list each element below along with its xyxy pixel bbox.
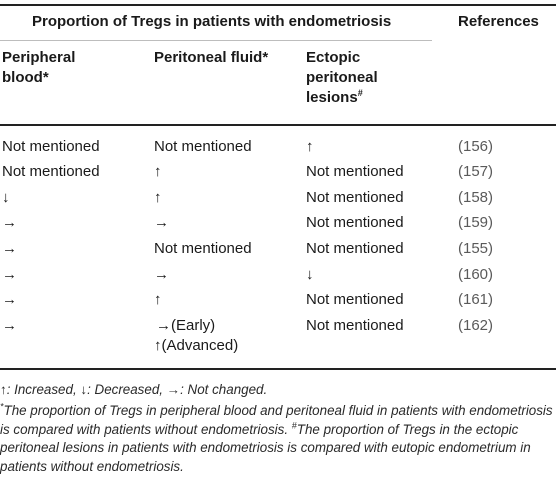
col-header-ectopic-mark: # bbox=[357, 88, 363, 98]
group-header: Proportion of Tregs in patients with end… bbox=[32, 13, 392, 30]
cell-blood: → bbox=[2, 240, 17, 257]
col-header-ectopic-line2: peritoneal bbox=[306, 69, 378, 86]
cell-lesions: Not mentioned bbox=[306, 240, 404, 257]
cell-fluid-line1: →(Early) bbox=[156, 317, 216, 334]
cell-fluid: ↑ bbox=[154, 163, 162, 180]
cell-fluid: ↑ bbox=[154, 291, 162, 308]
cell-blood: Not mentioned bbox=[2, 163, 100, 180]
footnote-body: *The proportion of Tregs in peripheral b… bbox=[0, 402, 556, 476]
cell-lesions: Not mentioned bbox=[306, 189, 404, 206]
cell-blood: Not mentioned bbox=[2, 138, 100, 155]
col-header-peripheral-line2: blood* bbox=[2, 69, 49, 86]
col-header-peritoneal-fluid: Peritoneal fluid* bbox=[154, 49, 269, 66]
cell-fluid: →(Early) ↑(Advanced) bbox=[154, 316, 238, 356]
footnote-legend: ↑: Increased, ↓: Decreased, →: Not chang… bbox=[0, 382, 268, 397]
cell-lesions: Not mentioned bbox=[306, 291, 404, 308]
header-bottom-rule bbox=[0, 124, 556, 126]
footnote-b-text: The proportion of Tregs in the ectopic p… bbox=[0, 421, 531, 474]
cell-blood: → bbox=[2, 317, 17, 334]
table-bottom-rule bbox=[0, 368, 556, 370]
cell-fluid: ↑ bbox=[154, 189, 162, 206]
cell-fluid: → bbox=[154, 214, 169, 231]
col-header-ectopic-line3: lesions bbox=[306, 89, 358, 106]
cell-lesions: ↑ bbox=[306, 138, 314, 155]
footnote-mark-asterisk: * bbox=[0, 401, 4, 412]
table-top-rule bbox=[0, 4, 556, 6]
cell-blood: → bbox=[2, 291, 17, 308]
group-header-underline bbox=[0, 40, 432, 41]
cell-fluid: Not mentioned bbox=[154, 138, 252, 155]
cell-reference[interactable]: (158) bbox=[458, 189, 494, 206]
cell-reference[interactable]: (161) bbox=[458, 291, 494, 308]
col-header-peripheral-line1: Peripheral bbox=[2, 49, 76, 66]
cell-reference[interactable]: (156) bbox=[458, 138, 494, 155]
cell-fluid: → bbox=[154, 266, 169, 283]
footnote-a-text: The proportion of Tregs in peripheral bl… bbox=[0, 403, 553, 437]
col-header-ectopic-lesions: Ectopic peritoneal lesions# bbox=[306, 48, 378, 108]
cell-fluid-line2: ↑(Advanced) bbox=[154, 337, 239, 354]
cell-reference[interactable]: (160) bbox=[458, 266, 494, 283]
cell-reference[interactable]: (157) bbox=[458, 163, 494, 180]
cell-blood: ↓ bbox=[2, 189, 10, 206]
cell-blood: → bbox=[2, 266, 17, 283]
cell-reference[interactable]: (155) bbox=[458, 240, 494, 257]
cell-reference[interactable]: (162) bbox=[458, 317, 494, 334]
references-header: References bbox=[458, 13, 539, 30]
cell-lesions: Not mentioned bbox=[306, 163, 404, 180]
cell-lesions: Not mentioned bbox=[306, 214, 404, 231]
cell-reference[interactable]: (159) bbox=[458, 214, 494, 231]
cell-lesions: ↓ bbox=[306, 266, 314, 283]
footnote-mark-hash: # bbox=[291, 420, 297, 431]
col-header-ectopic-line1: Ectopic bbox=[306, 49, 361, 66]
col-header-peripheral-blood: Peripheral blood* bbox=[2, 48, 75, 88]
cell-lesions: Not mentioned bbox=[306, 317, 404, 334]
cell-fluid: Not mentioned bbox=[154, 240, 252, 257]
cell-blood: → bbox=[2, 214, 17, 231]
